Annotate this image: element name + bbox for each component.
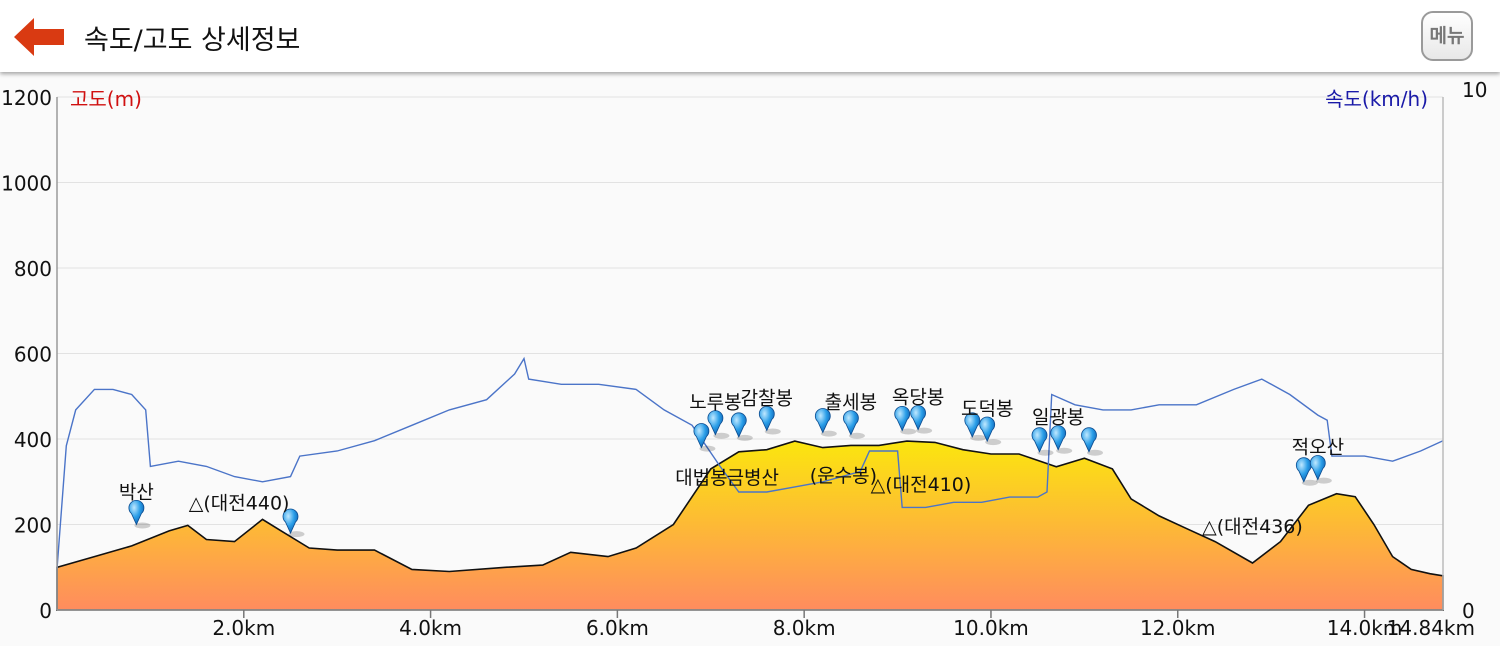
peak-annotation: △(대전436) (1202, 516, 1303, 538)
right-tick-label: 0 (1462, 599, 1475, 623)
waypoint-label: 일광봉 (1032, 407, 1084, 429)
pin-body (707, 410, 724, 436)
waypoint-label: 출세봉 (825, 392, 877, 414)
pin-body (730, 412, 747, 438)
pin-body (910, 405, 926, 431)
axes: 1200 1000 800 600 400 200 0 10 0 2.0km 4.0km 6.0km 8… (1, 78, 1487, 640)
peak-annotation: 금병산 (727, 467, 779, 489)
page-title: 속도/고도 상세정보 (84, 25, 301, 56)
map-pin-icon (1031, 427, 1054, 456)
x-tick-label: 12.0km (1140, 616, 1216, 640)
app-header: 속도/고도 상세정보 메뉴 (0, 0, 1500, 72)
pin-body (843, 410, 859, 436)
pin-body (814, 408, 831, 434)
peak-annotation: 대법봉 (675, 467, 727, 489)
waypoint-label: 옥당봉 (892, 387, 944, 409)
left-arrow-icon (14, 18, 64, 56)
pin-body (979, 416, 996, 443)
pin-shadow (916, 427, 933, 434)
waypoint-label: 노루봉 (689, 392, 741, 414)
waypoint-label: 도덕봉 (961, 398, 1013, 420)
pin-shadow (1087, 449, 1103, 456)
left-tick-label: 0 (39, 599, 52, 623)
pin-body (128, 500, 145, 526)
pin-shadow (1301, 479, 1318, 486)
menu-button[interactable]: 메뉴 (1421, 11, 1473, 61)
map-pin-icon (128, 500, 151, 529)
map-pin-icon (843, 410, 865, 439)
left-tick-label: 800 (14, 257, 52, 281)
x-tick-label: 14.0km (1327, 616, 1403, 640)
waypoint-label: 감찰봉 (741, 387, 793, 409)
map-pin-icon (1295, 457, 1318, 486)
x-tick-label: 10.0km (953, 616, 1029, 640)
map-pin-icon (707, 410, 730, 439)
left-axis-label: 고도(m) (70, 87, 142, 111)
pin-shadow (713, 432, 730, 439)
map-pin-icon (282, 508, 305, 538)
map-pin-icon (730, 412, 753, 441)
map-pin-icon (814, 408, 837, 437)
pin-body (282, 508, 299, 535)
pin-body (964, 412, 981, 438)
pin-shadow (764, 428, 781, 435)
pin-body (1295, 457, 1312, 483)
map-pin-icon (979, 416, 1002, 446)
pin-shadow (900, 428, 917, 435)
pin-shadow (699, 445, 716, 452)
pin-shadow (1056, 447, 1073, 454)
left-tick-label: 200 (14, 514, 52, 538)
left-tick-label: 600 (14, 343, 52, 367)
waypoint-label: 적오산 (1292, 437, 1344, 459)
map-pin-icon (1081, 427, 1103, 456)
x-tick-label: 8.0km (773, 616, 836, 640)
pin-shadow (970, 434, 987, 441)
pin-body (758, 406, 775, 432)
elevation-speed-chart: 1200 1000 800 600 400 200 0 10 0 2.0km 4.0km 6.0km 8… (0, 72, 1500, 646)
right-tick-label: 10 (1462, 78, 1487, 102)
x-tick-label: 6.0km (586, 616, 649, 640)
pin-shadow (848, 432, 865, 439)
pin-body (1050, 425, 1067, 451)
pin-shadow (820, 430, 837, 437)
map-pin-icon (894, 406, 917, 435)
pin-shadow (1315, 477, 1332, 484)
pin-shadow (736, 434, 753, 441)
chart-svg: 1200 1000 800 600 400 200 0 10 0 2.0km 4.0km 6.0km 8… (1, 78, 1487, 640)
waypoint-label: 박산 (119, 482, 154, 504)
peak-annotation: △(대전410) (871, 474, 972, 496)
pin-body (1031, 427, 1048, 453)
map-pin-icon (758, 406, 781, 435)
elevation-area (56, 440, 1444, 611)
left-tick-label: 400 (14, 428, 52, 452)
x-tick-label: 4.0km (399, 616, 462, 640)
left-tick-label: 1200 (1, 86, 52, 110)
map-pin-icon (693, 423, 716, 452)
pin-body (894, 406, 911, 432)
pin-shadow (288, 531, 305, 538)
speed-polyline (56, 356, 1444, 570)
map-pin-icon (964, 412, 987, 441)
pin-body (1309, 455, 1326, 481)
map-pin-icon (910, 405, 933, 434)
left-tick-label: 1000 (1, 172, 52, 196)
pin-shadow (1037, 449, 1054, 456)
right-axis-label: 속도(km/h) (1325, 87, 1428, 111)
pin-shadow (134, 522, 151, 529)
peak-annotation: △(대전440) (189, 493, 290, 515)
pin-body (1081, 427, 1097, 453)
map-pin-icon (1309, 455, 1332, 484)
pin-body (693, 423, 710, 449)
map-pin-icon (1050, 425, 1073, 454)
elevation-fill (56, 440, 1444, 611)
peak-annotation: (운수봉) (810, 465, 877, 487)
waypoint-markers (128, 405, 1332, 538)
x-tick-label: 14.84km (1387, 616, 1475, 640)
back-button[interactable] (10, 14, 70, 60)
x-tick-label: 2.0km (212, 616, 275, 640)
speed-line (56, 356, 1444, 570)
pin-shadow (985, 439, 1002, 446)
